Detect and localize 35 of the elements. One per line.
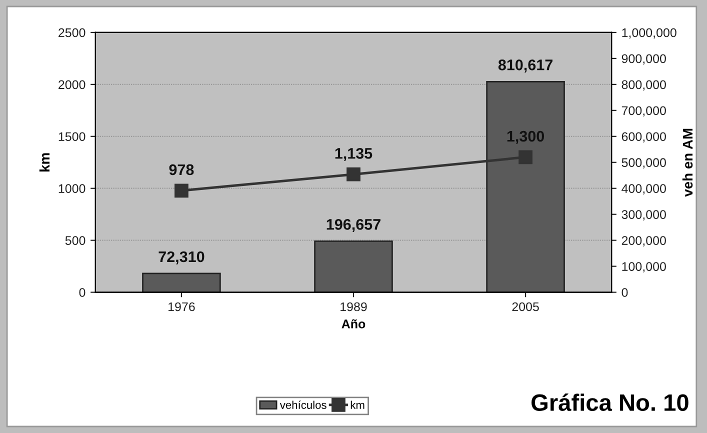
y2-tick-label: 700,000 bbox=[622, 106, 666, 117]
legend-label: vehículos bbox=[280, 400, 326, 409]
y-tick-label: 500 bbox=[65, 236, 86, 245]
y2-tick-label: 500,000 bbox=[622, 158, 666, 169]
data-label: 72,310 bbox=[158, 251, 204, 264]
x-tick-label: 1976 bbox=[168, 302, 195, 312]
y2-tick-label: 1,000,000 bbox=[622, 28, 676, 39]
y2-tick-label: 0 bbox=[622, 288, 628, 297]
y-tick-label: 0 bbox=[79, 288, 86, 297]
point bbox=[174, 184, 188, 198]
y-tick-label: 2500 bbox=[58, 28, 86, 38]
y2-tick-label: 600,000 bbox=[622, 132, 666, 143]
point bbox=[518, 150, 532, 164]
y2-tick-label: 300,000 bbox=[622, 210, 666, 220]
y2-axis-title: veh en AM bbox=[682, 128, 693, 197]
y2-tick-label: 800,000 bbox=[622, 80, 666, 91]
y-tick-label: 2000 bbox=[58, 80, 86, 90]
y-tick-label: 1500 bbox=[58, 132, 86, 142]
y2-tick-label: 900,000 bbox=[622, 54, 666, 65]
y2-tick-label: 100,000 bbox=[622, 262, 666, 272]
legend-label: km bbox=[350, 400, 364, 409]
y-tick-label: 1000 bbox=[58, 184, 86, 194]
y2-tick-label: 200,000 bbox=[622, 236, 666, 246]
x-tick-label: 1989 bbox=[340, 302, 367, 312]
data-label: 196,657 bbox=[326, 219, 380, 232]
data-label: 978 bbox=[169, 164, 194, 176]
x-tick-label: 2005 bbox=[512, 302, 539, 312]
y-axis-title: km bbox=[39, 153, 50, 172]
text: Gráfica No. 10 bbox=[532, 393, 688, 412]
data-label: 810,617 bbox=[498, 60, 552, 73]
data-label: 1,300 bbox=[507, 130, 544, 144]
data-label: 1,135 bbox=[335, 148, 372, 162]
point bbox=[346, 167, 360, 182]
y2-tick-label: 400,000 bbox=[622, 184, 666, 194]
x-axis-title: Año bbox=[342, 319, 366, 328]
